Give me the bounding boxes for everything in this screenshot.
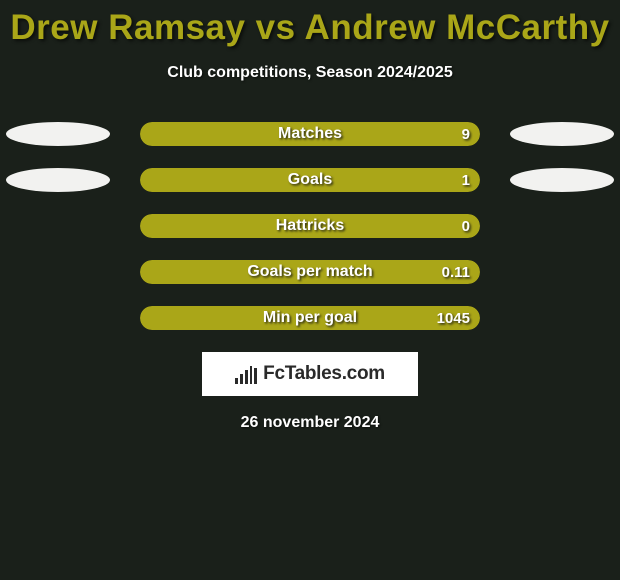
stats-list: Matches9Goals1Hattricks0Goals per match0…	[0, 122, 620, 330]
icon-bar	[245, 370, 248, 384]
page-title: Drew Ramsay vs Andrew McCarthy	[0, 8, 620, 48]
stat-bar: Matches9	[140, 122, 480, 146]
stat-row: Goals1	[0, 168, 620, 192]
stat-value: 0	[462, 214, 470, 238]
subtitle: Club competitions, Season 2024/2025	[0, 64, 620, 82]
stat-label: Goals	[140, 168, 480, 192]
stat-value: 1045	[437, 306, 470, 330]
date-label: 26 november 2024	[0, 414, 620, 432]
logo-box: FcTables.com	[202, 352, 418, 396]
stat-bar: Min per goal1045	[140, 306, 480, 330]
stat-label: Hattricks	[140, 214, 480, 238]
player-right-ellipse	[510, 168, 614, 192]
stat-label: Min per goal	[140, 306, 480, 330]
player-left-ellipse	[6, 122, 110, 146]
icon-bar	[250, 366, 253, 384]
stat-label: Matches	[140, 122, 480, 146]
player-right-ellipse	[510, 122, 614, 146]
stat-bar: Hattricks0	[140, 214, 480, 238]
comparison-card: Drew Ramsay vs Andrew McCarthy Club comp…	[0, 0, 620, 432]
stat-label: Goals per match	[140, 260, 480, 284]
stat-value: 9	[462, 122, 470, 146]
stat-row: Hattricks0	[0, 214, 620, 238]
icon-bar	[240, 374, 243, 384]
stat-bar: Goals1	[140, 168, 480, 192]
stat-row: Goals per match0.11	[0, 260, 620, 284]
bar-chart-icon	[235, 364, 257, 384]
stat-row: Min per goal1045	[0, 306, 620, 330]
logo-text: FcTables.com	[263, 363, 385, 385]
stat-row: Matches9	[0, 122, 620, 146]
icon-bar	[235, 378, 238, 384]
icon-bar	[254, 368, 257, 384]
stat-value: 0.11	[442, 260, 470, 284]
stat-value: 1	[462, 168, 470, 192]
player-left-ellipse	[6, 168, 110, 192]
stat-bar: Goals per match0.11	[140, 260, 480, 284]
